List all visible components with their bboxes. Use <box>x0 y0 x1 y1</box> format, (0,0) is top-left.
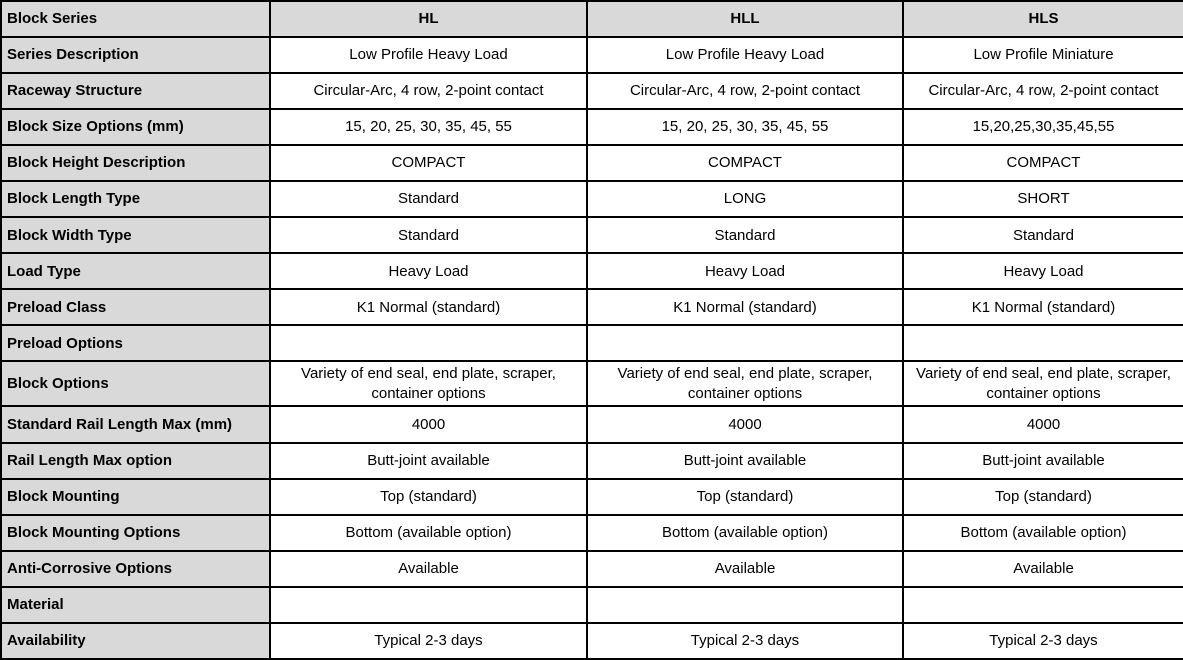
row-label: Load Type <box>0 252 271 291</box>
value-cell: 15, 20, 25, 30, 35, 45, 55 <box>586 108 904 147</box>
value-cell: Circular-Arc, 4 row, 2-point contact <box>269 72 588 111</box>
value-cell: SHORT <box>902 180 1183 219</box>
value-cell <box>902 324 1183 363</box>
series-column-header: HLS <box>902 0 1183 38</box>
value-cell: Standard <box>586 216 904 255</box>
row-label: Preload Options <box>0 324 271 363</box>
row-label: Raceway Structure <box>0 72 271 111</box>
table-row: Anti-Corrosive Options Available Available… <box>0 549 1183 588</box>
value-cell: COMPACT <box>902 144 1183 183</box>
value-cell: Circular-Arc, 4 row, 2-point contact <box>586 72 904 111</box>
corner-header: Block Series <box>0 0 271 38</box>
value-cell: K1 Normal (standard) <box>586 288 904 327</box>
value-cell: Available <box>902 549 1183 588</box>
row-label: Series Description <box>0 35 271 75</box>
value-cell: Butt-joint available <box>269 441 588 480</box>
table-row: Block Height Description COMPACT COMPACT CO… <box>0 144 1183 183</box>
table-row: Series Description Low Profile Heavy Load… <box>0 35 1183 75</box>
value-cell: COMPACT <box>269 144 588 183</box>
value-cell <box>269 585 588 624</box>
value-cell: 4000 <box>586 405 904 444</box>
value-cell: Variety of end seal, end plate, scraper,… <box>586 360 904 408</box>
value-cell: Butt-joint available <box>902 441 1183 480</box>
value-cell: Low Profile Miniature <box>902 35 1183 75</box>
row-label: Block Width Type <box>0 216 271 255</box>
table-row: Availability Typical 2-3 days Typical 2-3 … <box>0 621 1183 660</box>
row-label: Block Size Options (mm) <box>0 108 271 147</box>
table-row: Load Type Heavy Load Heavy Load Heavy Load <box>0 252 1183 291</box>
table-row: Block Length Type Standard LONG SHORT <box>0 180 1183 219</box>
row-label: Block Options <box>0 360 271 408</box>
value-cell: Typical 2-3 days <box>586 621 904 660</box>
table-row: Rail Length Max option Butt-joint availab… <box>0 441 1183 480</box>
value-cell: Bottom (available option) <box>586 513 904 552</box>
value-cell <box>586 585 904 624</box>
table-row: Raceway Structure Circular-Arc, 4 row, 2-… <box>0 72 1183 111</box>
value-cell: Butt-joint available <box>586 441 904 480</box>
value-cell: 15, 20, 25, 30, 35, 45, 55 <box>269 108 588 147</box>
value-cell: Bottom (available option) <box>902 513 1183 552</box>
table-row: Material <box>0 585 1183 624</box>
row-label: Anti-Corrosive Options <box>0 549 271 588</box>
row-label: Block Length Type <box>0 180 271 219</box>
value-cell: Top (standard) <box>902 477 1183 516</box>
value-cell: LONG <box>586 180 904 219</box>
value-cell: Available <box>586 549 904 588</box>
value-cell: Low Profile Heavy Load <box>586 35 904 75</box>
value-cell: Top (standard) <box>586 477 904 516</box>
value-cell: Available <box>269 549 588 588</box>
value-cell: Standard <box>902 216 1183 255</box>
value-cell: 4000 <box>269 405 588 444</box>
value-cell: Heavy Load <box>269 252 588 291</box>
series-column-header: HL <box>269 0 588 38</box>
table-row: Block Mounting Top (standard) Top (standar… <box>0 477 1183 516</box>
value-cell: 4000 <box>902 405 1183 444</box>
table-row: Block Width Type Standard Standard Standard <box>0 216 1183 255</box>
value-cell: Typical 2-3 days <box>902 621 1183 660</box>
row-label: Availability <box>0 621 271 660</box>
header-row: Block Series HL HLL HLS <box>0 0 1183 38</box>
value-cell: Typical 2-3 days <box>269 621 588 660</box>
value-cell: Variety of end seal, end plate, scraper,… <box>269 360 588 408</box>
row-label: Block Mounting <box>0 477 271 516</box>
value-cell: K1 Normal (standard) <box>269 288 588 327</box>
value-cell: Variety of end seal, end plate, scraper,… <box>902 360 1183 408</box>
value-cell <box>269 324 588 363</box>
table-row: Block Mounting Options Bottom (available … <box>0 513 1183 552</box>
table-row: Block Size Options (mm) 15, 20, 25, 30, 3… <box>0 108 1183 147</box>
row-label: Block Mounting Options <box>0 513 271 552</box>
value-cell: Bottom (available option) <box>269 513 588 552</box>
row-label: Block Height Description <box>0 144 271 183</box>
row-label: Rail Length Max option <box>0 441 271 480</box>
row-label: Standard Rail Length Max (mm) <box>0 405 271 444</box>
row-label: Material <box>0 585 271 624</box>
value-cell: 15,20,25,30,35,45,55 <box>902 108 1183 147</box>
table-row: Preload Options <box>0 324 1183 363</box>
value-cell: K1 Normal (standard) <box>902 288 1183 327</box>
series-column-header: HLL <box>586 0 904 38</box>
table-row: Preload Class K1 Normal (standard) K1 Norm… <box>0 288 1183 327</box>
table-body: Series Description Low Profile Heavy Load… <box>0 35 1183 660</box>
value-cell: COMPACT <box>586 144 904 183</box>
value-cell: Standard <box>269 180 588 219</box>
value-cell <box>902 585 1183 624</box>
value-cell: Heavy Load <box>902 252 1183 291</box>
value-cell: Heavy Load <box>586 252 904 291</box>
table-row: Block Options Variety of end seal, end pl… <box>0 360 1183 408</box>
value-cell <box>586 324 904 363</box>
value-cell: Standard <box>269 216 588 255</box>
value-cell: Top (standard) <box>269 477 588 516</box>
table-row: Standard Rail Length Max (mm) 4000 4000 400… <box>0 405 1183 444</box>
value-cell: Circular-Arc, 4 row, 2-point contact <box>902 72 1183 111</box>
value-cell: Low Profile Heavy Load <box>269 35 588 75</box>
row-label: Preload Class <box>0 288 271 327</box>
